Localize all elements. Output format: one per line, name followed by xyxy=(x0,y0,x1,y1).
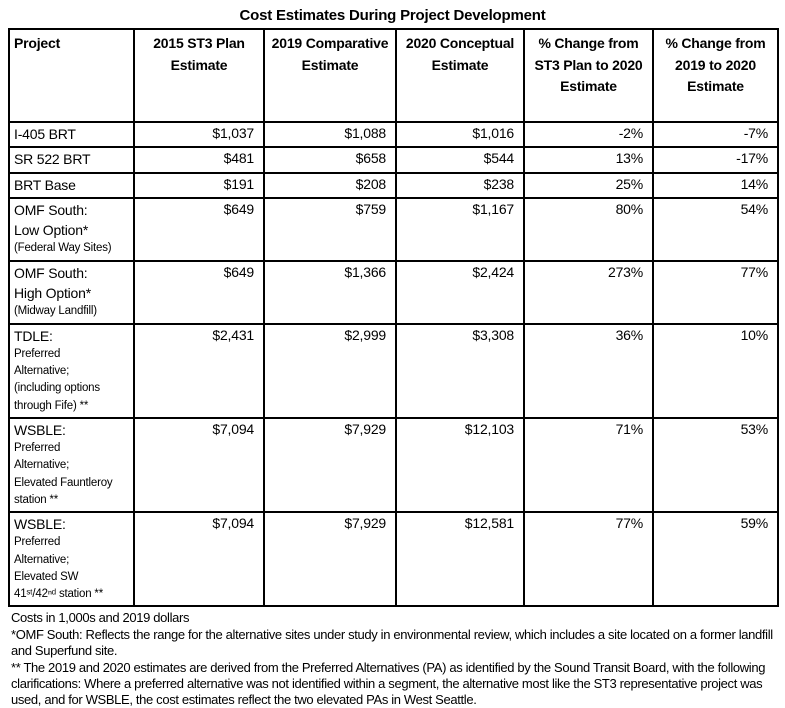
col-header-2019-comparative: 2019 Comparative Estimate xyxy=(263,28,397,123)
project-name-line: Low Option* xyxy=(14,222,89,239)
project-cell: I-405 BRT xyxy=(8,120,135,149)
estimate-2015-cell: $1,037 xyxy=(133,120,265,149)
project-cell: SR 522 BRT xyxy=(8,146,135,174)
col-header-pct-change-st3: % Change from ST3 Plan to 2020 Estimate xyxy=(523,28,654,123)
table-row: WSBLE: Preferred Alternative; Elevated Faun… xyxy=(8,416,779,514)
estimate-2019-cell: $208 xyxy=(263,171,397,199)
pct-change-2019-cell: 10% xyxy=(652,322,779,419)
project-name-line: SR 522 BRT xyxy=(14,151,91,168)
table-row: WSBLE: Preferred Alternative; Elevated SW 41… xyxy=(8,511,779,608)
header-row: Project 2015 ST3 Plan Estimate 2019 Comp… xyxy=(8,28,779,123)
project-cell: BRT Base xyxy=(8,171,135,199)
estimate-2015-cell: $7,094 xyxy=(133,416,265,514)
estimate-2020-cell: $1,167 xyxy=(395,196,525,262)
project-sub-label: 41ˢᵗ/42ⁿᵈ station ** xyxy=(14,588,103,601)
table-row: SR 522 BRT $481 $658 $544 13% -17% xyxy=(8,146,779,174)
estimate-2020-cell: $1,016 xyxy=(395,120,525,149)
project-sub-label: Preferred xyxy=(14,347,61,360)
pct-change-2019-cell: 59% xyxy=(652,511,779,608)
estimate-2019-cell: $658 xyxy=(263,146,397,174)
estimate-2015-cell: $2,431 xyxy=(133,322,265,419)
estimate-2019-cell: $759 xyxy=(263,196,397,262)
pct-change-2019-cell: -7% xyxy=(652,120,779,149)
estimate-2019-cell: $7,929 xyxy=(263,416,397,514)
project-cell: OMF South: High Option* (Midway Landfill) xyxy=(8,259,135,325)
estimate-2020-cell: $2,424 xyxy=(395,259,525,325)
estimate-2015-cell: $649 xyxy=(133,259,265,325)
estimate-2019-cell: $7,929 xyxy=(263,511,397,608)
pct-change-st3-cell: 80% xyxy=(523,196,654,262)
page-title: Cost Estimates During Project Developmen… xyxy=(239,7,546,24)
note-estimates-derivation: ** The 2019 and 2020 estimates are deriv… xyxy=(11,660,766,707)
project-sub-label: Alternative; xyxy=(14,553,70,566)
project-name-line: TDLE: xyxy=(14,327,53,344)
col-header-2020-conceptual: 2020 Conceptual Estimate xyxy=(395,28,525,123)
project-cell: OMF South: Low Option* (Federal Way Sites) xyxy=(8,196,135,262)
project-sub-label: Elevated Fauntleroy xyxy=(14,476,113,489)
col-header-project: Project xyxy=(8,28,135,123)
project-sub-label: Alternative; xyxy=(14,459,70,472)
project-sub-label: (Federal Way Sites) xyxy=(14,242,112,255)
pct-change-2019-cell: 53% xyxy=(652,416,779,514)
project-sub-label: (Midway Landfill) xyxy=(14,305,97,318)
table-row: TDLE: Preferred Alternative; (including opt… xyxy=(8,322,779,419)
pct-change-2019-cell: 54% xyxy=(652,196,779,262)
estimate-2020-cell: $3,308 xyxy=(395,322,525,419)
estimate-2015-cell: $7,094 xyxy=(133,511,265,608)
project-name-line: I-405 BRT xyxy=(14,126,76,142)
project-sub-label: Preferred xyxy=(14,442,61,455)
project-name-line: OMF South: xyxy=(14,264,88,281)
project-cell: WSBLE: Preferred Alternative; Elevated Faun… xyxy=(8,416,135,514)
pct-change-2019-cell: 14% xyxy=(652,171,779,199)
estimate-2020-cell: $12,581 xyxy=(395,511,525,608)
estimate-2019-cell: $2,999 xyxy=(263,322,397,419)
pct-change-2019-cell: -17% xyxy=(652,146,779,174)
table-row: OMF South: Low Option* (Federal Way Sites)… xyxy=(8,196,779,262)
table-row: BRT Base $191 $208 $238 25% 14% xyxy=(8,171,779,199)
pct-change-st3-cell: 13% xyxy=(523,146,654,174)
project-sub-label: (including options xyxy=(14,382,100,395)
project-sub-label: through Fife) ** xyxy=(14,399,89,412)
project-sub-label: Alternative; xyxy=(14,365,70,378)
pct-change-st3-cell: 36% xyxy=(523,322,654,419)
cost-estimates-table: Project 2015 ST3 Plan Estimate 2019 Comp… xyxy=(8,28,779,608)
estimate-2019-cell: $1,088 xyxy=(263,120,397,149)
pct-change-st3-cell: 273% xyxy=(523,259,654,325)
estimate-2015-cell: $649 xyxy=(133,196,265,262)
table-row: OMF South: High Option* (Midway Landfill) $… xyxy=(8,259,779,325)
estimate-2015-cell: $191 xyxy=(133,171,265,199)
project-sub-label: Preferred xyxy=(14,536,61,549)
estimate-2020-cell: $12,103 xyxy=(395,416,525,514)
estimate-2019-cell: $1,366 xyxy=(263,259,397,325)
col-header-2015-st3-plan: 2015 ST3 Plan Estimate xyxy=(133,28,265,123)
estimate-2015-cell: $481 xyxy=(133,146,265,174)
pct-change-2019-cell: 77% xyxy=(652,259,779,325)
project-name-line: WSBLE: xyxy=(14,421,66,438)
pct-change-st3-cell: 77% xyxy=(523,511,654,608)
table-row: I-405 BRT $1,037 $1,088 $1,016 -2% -7% xyxy=(8,120,779,149)
pct-change-st3-cell: 71% xyxy=(523,416,654,514)
note-costs-basis: Costs in 1,000s and 2019 dollars xyxy=(11,610,190,626)
footnotes: Costs in 1,000s and 2019 dollars *OMF So… xyxy=(8,610,783,707)
project-name-line: OMF South: xyxy=(14,201,88,218)
col-header-pct-change-2019: % Change from 2019 to 2020 Estimate xyxy=(652,28,779,123)
project-name-line: WSBLE: xyxy=(14,516,66,533)
pct-change-st3-cell: -2% xyxy=(523,120,654,149)
pct-change-st3-cell: 25% xyxy=(523,171,654,199)
estimate-2020-cell: $544 xyxy=(395,146,525,174)
estimate-2020-cell: $238 xyxy=(395,171,525,199)
project-name-line: BRT Base xyxy=(14,176,76,193)
note-omf-south: *OMF South: Reflects the range for the a… xyxy=(11,627,773,659)
project-sub-label: station ** xyxy=(14,493,59,506)
project-sub-label: Elevated SW xyxy=(14,570,79,583)
project-name-line: High Option* xyxy=(14,285,91,302)
project-cell: TDLE: Preferred Alternative; (including opt… xyxy=(8,322,135,419)
project-cell: WSBLE: Preferred Alternative; Elevated SW 41… xyxy=(8,511,135,608)
